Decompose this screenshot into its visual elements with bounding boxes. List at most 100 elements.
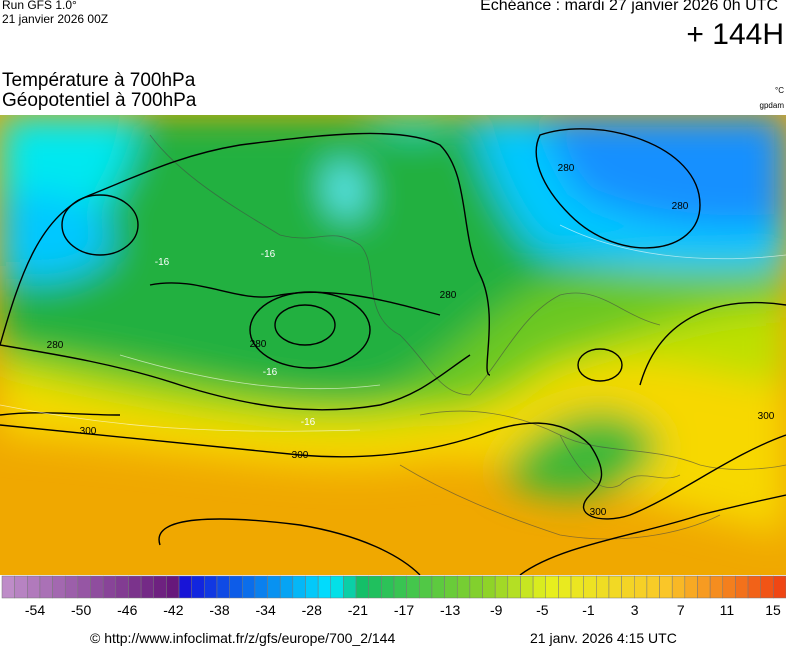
color-cell	[64, 575, 79, 599]
color-cell	[747, 575, 761, 599]
color-cell	[330, 575, 344, 599]
color-cell	[216, 575, 230, 599]
contour-label: 300	[292, 450, 309, 461]
color-bar-label: -1	[582, 602, 595, 618]
color-cell	[204, 575, 218, 599]
unit-geo: gpdam	[759, 101, 784, 110]
color-cell	[381, 575, 395, 599]
color-cell	[90, 575, 104, 599]
color-cell	[393, 575, 407, 599]
color-bar-label: 15	[765, 602, 781, 618]
color-cell	[317, 575, 332, 599]
color-bar: -54 -50 -46 -42 -38 -34 -28 -21 -17 -13 -9 -5 -1 3 7 11…	[1, 575, 786, 618]
contour-label: 280	[672, 201, 689, 212]
color-cell	[406, 575, 420, 599]
contour-label: 280	[558, 163, 575, 174]
footer-source: © http://www.infoclimat.fr/z/gfs/europe/…	[90, 630, 396, 646]
color-cell	[229, 575, 243, 599]
lead-time: + 144H	[686, 18, 784, 51]
color-cell	[596, 575, 610, 599]
color-cell	[292, 575, 306, 599]
color-bar-label: -9	[490, 602, 503, 618]
color-cell	[166, 575, 180, 599]
color-cell	[722, 575, 736, 599]
color-cell	[52, 575, 66, 599]
color-cell	[482, 575, 496, 599]
temperature-field	[0, 115, 786, 535]
color-cell	[671, 575, 686, 599]
color-cell	[140, 575, 154, 599]
color-cell	[27, 575, 41, 599]
color-cell	[242, 575, 256, 599]
color-cell	[444, 575, 458, 599]
color-cell	[735, 575, 749, 599]
color-cell	[128, 575, 142, 599]
color-cell	[570, 575, 584, 599]
color-bar-label: -46	[117, 602, 137, 618]
contour-label: 300	[80, 426, 97, 437]
color-bar-label: -21	[348, 602, 368, 618]
color-bar-label: -38	[209, 602, 229, 618]
color-cell	[621, 575, 635, 599]
color-cell	[494, 575, 509, 599]
color-cell	[760, 575, 774, 599]
valid-time: Echéance : mardi 27 janvier 2026 0h UTC	[480, 0, 778, 14]
contour-label: 280	[47, 340, 64, 351]
color-bar-label: 7	[677, 602, 685, 618]
color-bar-label: -5	[536, 602, 549, 618]
color-cell	[305, 575, 319, 599]
run: Run GFS 1.0°	[2, 0, 77, 12]
contour-label: -16	[261, 249, 276, 260]
color-cell	[254, 575, 268, 599]
coastlines	[149, 134, 786, 540]
temperature-contours	[0, 224, 786, 432]
color-cell	[1, 575, 15, 599]
color-cell	[583, 575, 597, 599]
color-cell	[520, 575, 534, 599]
color-cell	[178, 575, 192, 599]
contour-label: 280	[250, 339, 267, 350]
color-cell	[39, 575, 53, 599]
contour-label: 300	[590, 507, 607, 518]
color-cell	[153, 575, 167, 599]
color-cell	[191, 575, 205, 599]
contour-label: 280	[440, 290, 457, 301]
color-bar-label: -17	[394, 602, 414, 618]
color-cell	[343, 575, 357, 599]
color-cell	[646, 575, 660, 599]
contour-label: -16	[263, 367, 278, 378]
color-cell	[355, 575, 369, 599]
color-cell	[634, 575, 648, 599]
color-bar-label: -13	[440, 602, 460, 618]
color-cell	[279, 575, 294, 599]
geopotential-contours	[0, 128, 786, 575]
color-cell	[456, 575, 471, 599]
title-geo: Géopotentiel à 700hPa	[2, 90, 197, 111]
color-cell	[773, 575, 786, 599]
color-cell	[684, 575, 698, 599]
color-cell	[267, 575, 281, 599]
color-cell	[507, 575, 521, 599]
color-cell	[558, 575, 572, 599]
color-bar-label: -34	[256, 602, 276, 618]
color-cell	[431, 575, 445, 599]
color-cell	[115, 575, 129, 599]
contour-label: 300	[758, 411, 775, 422]
color-cell	[697, 575, 711, 599]
color-cell	[419, 575, 433, 599]
run-date: 21 janvier 2026 00Z	[2, 12, 109, 26]
color-cell	[532, 575, 546, 599]
unit-temp: °C	[775, 86, 784, 95]
color-bar-label: -28	[302, 602, 322, 618]
contour-label: -16	[301, 417, 316, 428]
color-bar-label: -50	[71, 602, 91, 618]
contour-labels: 280 280 280 280 280 300 300 300 300 -16 -16 -16 -16	[47, 163, 775, 518]
map: 280 280 280 280 280 300 300 300 300 -16 -16 -16 -16	[0, 115, 786, 575]
color-cell	[608, 575, 622, 599]
color-cell	[659, 575, 673, 599]
color-cell	[14, 575, 28, 599]
contour-label: -16	[155, 257, 170, 268]
color-bar-label: 3	[631, 602, 639, 618]
color-cell	[368, 575, 382, 599]
